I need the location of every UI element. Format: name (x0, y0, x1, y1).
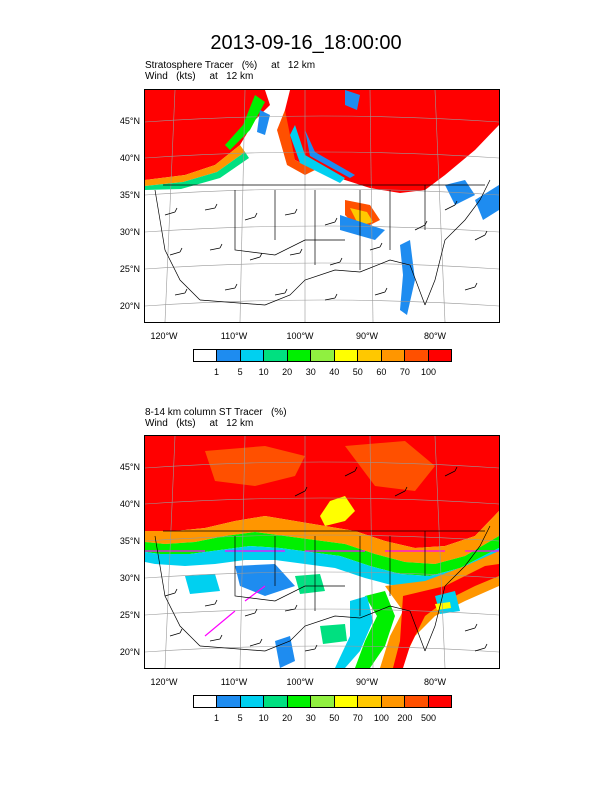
panel1-lat-label: 30°N (119, 227, 140, 237)
colorbar-swatch (240, 350, 265, 361)
panel1-lon-label: 80°W (423, 331, 447, 341)
panel2-lon-label: 80°W (423, 677, 447, 687)
panel1-colorbar-labels: 1 5 10 20 30 40 50 60 70 100 (0, 367, 612, 379)
colorbar-label: 60 (376, 367, 387, 377)
panel2-subtitle-line2: Wind (kts) at 12 km (145, 418, 254, 429)
panel2-lat-label: 30°N (119, 573, 140, 583)
panel2-map (144, 435, 500, 669)
colorbar-label: 30 (305, 367, 316, 377)
colorbar-swatch (358, 696, 382, 707)
colorbar-swatch (217, 696, 241, 707)
colorbar-swatch (311, 696, 335, 707)
panel2-lat-label: 40°N (119, 499, 140, 509)
colorbar-swatch (334, 350, 359, 361)
colorbar-swatch (311, 350, 335, 361)
figure-title: 2013-09-16_18:00:00 (210, 32, 402, 54)
colorbar-label: 40 (329, 367, 340, 377)
colorbar-label: 50 (352, 367, 363, 377)
colorbar-label: 50 (329, 713, 340, 723)
colorbar-label: 200 (397, 713, 413, 723)
colorbar-swatch (428, 696, 451, 707)
panel1-lat-label: 40°N (119, 153, 140, 163)
panel2-colorbar-labels: 1 5 10 20 30 50 70 100 200 500 (0, 713, 612, 725)
colorbar-swatch (264, 350, 288, 361)
colorbar-swatch (240, 696, 265, 707)
colorbar-label: 100 (373, 713, 389, 723)
colorbar-label: 10 (258, 713, 269, 723)
colorbar-swatch (264, 696, 288, 707)
colorbar-label: 5 (237, 367, 243, 377)
panel1-lon-label: 110°W (220, 331, 248, 341)
panel2-lat-label: 25°N (119, 610, 140, 620)
colorbar-swatch (405, 350, 429, 361)
panel2-lat-label: 20°N (119, 647, 140, 657)
panel2-lon-label: 100°W (286, 677, 314, 687)
panel1-subtitle-line2: Wind (kts) at 12 km (145, 71, 254, 82)
panel1-map (144, 89, 500, 323)
panel1-lat-label: 35°N (119, 190, 140, 200)
colorbar-label: 70 (399, 367, 410, 377)
colorbar-label: 500 (420, 713, 436, 723)
colorbar-label: 5 (237, 713, 243, 723)
colorbar-swatch (287, 696, 312, 707)
colorbar-label: 1 (214, 367, 220, 377)
colorbar-label: 100 (420, 367, 436, 377)
panel2-lat-label: 45°N (119, 462, 140, 472)
panel1-colorbar (193, 349, 452, 362)
panel2-lat-label: 35°N (119, 536, 140, 546)
panel1-lon-label: 100°W (286, 331, 314, 341)
panel1-lat-label: 25°N (119, 264, 140, 274)
colorbar-swatch (405, 696, 429, 707)
colorbar-swatch (358, 350, 382, 361)
colorbar-swatch (194, 350, 218, 361)
panel1-tracer-region-east (285, 90, 499, 193)
panel1-lon-label: 90°W (355, 331, 379, 341)
panel1-lat-label: 20°N (119, 301, 140, 311)
colorbar-swatch (334, 696, 359, 707)
colorbar-swatch (217, 350, 241, 361)
panel1-lon-label: 120°W (150, 331, 178, 341)
panel1-subtitle-line1: Stratosphere Tracer (%) at 12 km (145, 60, 316, 71)
panel2-lon-label: 110°W (220, 677, 248, 687)
panel2-lon-label: 120°W (150, 677, 178, 687)
colorbar-swatch (381, 696, 406, 707)
colorbar-swatch (381, 350, 406, 361)
colorbar-label: 10 (258, 367, 269, 377)
colorbar-label: 20 (282, 713, 293, 723)
colorbar-label: 70 (352, 713, 363, 723)
colorbar-swatch (194, 696, 218, 707)
panel1-tracer-region-west (145, 90, 270, 180)
colorbar-label: 20 (282, 367, 293, 377)
panel2-lon-label: 90°W (355, 677, 379, 687)
colorbar-label: 30 (305, 713, 316, 723)
panel2-subtitle-line1: 8-14 km column ST Tracer (%) (145, 407, 287, 418)
panel2-colorbar (193, 695, 452, 708)
colorbar-swatch (428, 350, 451, 361)
colorbar-label: 1 (214, 713, 220, 723)
panel1-lat-label: 45°N (119, 116, 140, 126)
colorbar-swatch (287, 350, 312, 361)
